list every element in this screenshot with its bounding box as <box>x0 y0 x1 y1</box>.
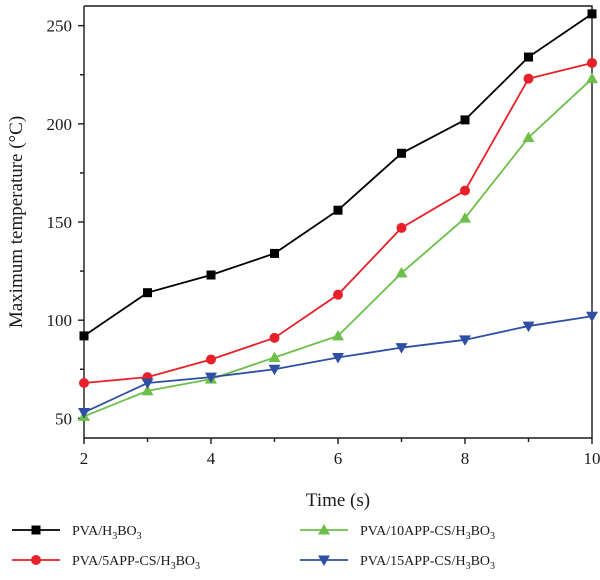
legend-marker <box>318 524 330 535</box>
series-line <box>83 77 593 418</box>
data-point <box>205 372 217 384</box>
x-tick-label: 8 <box>461 449 470 468</box>
legend-item: PVA/15APP-CS/H3BO3 <box>300 554 495 572</box>
data-point <box>333 289 343 300</box>
data-point <box>206 354 216 365</box>
data-point <box>460 115 470 125</box>
y-tick-label: 150 <box>47 213 73 232</box>
data-point <box>269 332 280 343</box>
data-point <box>395 343 408 354</box>
legend-label: PVA/10APP-CS/H3BO3 <box>360 524 495 542</box>
data-point <box>268 351 281 362</box>
x-tick-label: 2 <box>80 449 89 468</box>
legend-item: PVA/10APP-CS/H3BO3 <box>300 524 495 542</box>
series-2 <box>79 57 597 389</box>
data-point <box>586 311 598 323</box>
y-tick-label: 100 <box>47 311 73 330</box>
data-point <box>270 248 279 258</box>
axes: 2 4 6 8 10 50 100 150 200 250 <box>47 5 600 468</box>
series-line <box>83 13 593 337</box>
legend-label: PVA/H3BO3 <box>72 524 142 542</box>
data-point <box>522 321 535 333</box>
y-tick-label: 200 <box>47 115 73 134</box>
data-point <box>78 407 90 419</box>
data-point <box>587 9 597 19</box>
data-point <box>523 73 534 84</box>
data-point <box>586 72 598 84</box>
legend-item: PVA/5APP-CS/H3BO3 <box>12 554 200 572</box>
data-point <box>332 352 344 364</box>
x-tick-label: 4 <box>207 449 216 468</box>
series-3 <box>78 72 598 421</box>
legend-label: PVA/5APP-CS/H3BO3 <box>72 554 200 572</box>
x-axis-title: Time (s) <box>306 490 370 511</box>
data-point <box>332 329 344 341</box>
y-axis-title: Maximum temperature (°C) <box>6 116 27 328</box>
series-1 <box>79 9 597 341</box>
y-tick-label: 250 <box>47 17 73 36</box>
data-point <box>397 148 406 158</box>
series-4 <box>78 311 598 419</box>
data-point <box>522 131 535 143</box>
data-point <box>143 288 152 298</box>
data-point <box>524 52 533 62</box>
data-point <box>268 364 281 376</box>
x-tick-label: 10 <box>584 449 600 468</box>
legend-marker <box>31 525 41 535</box>
legend-label: PVA/15APP-CS/H3BO3 <box>360 554 495 572</box>
data-point <box>396 222 407 233</box>
data-point <box>587 57 597 68</box>
x-tick-label: 6 <box>334 449 343 468</box>
legend-item: PVA/H3BO3 <box>12 524 142 542</box>
data-point <box>395 267 408 278</box>
legend-marker <box>31 555 41 565</box>
data-point <box>460 185 470 196</box>
data-point <box>141 384 154 396</box>
data-point <box>206 270 216 280</box>
legend: PVA/H3BO3 PVA/10APP-CS/H3BO3 PVA/5APP-CS/H… <box>12 524 495 572</box>
data-point <box>459 335 471 346</box>
data-point <box>79 378 89 389</box>
y-tick-label: 50 <box>55 409 72 428</box>
series-layer <box>78 9 598 421</box>
data-point <box>79 331 89 341</box>
data-point <box>333 205 343 215</box>
data-point <box>459 212 471 223</box>
legend-marker <box>318 555 330 566</box>
data-point <box>141 378 154 390</box>
